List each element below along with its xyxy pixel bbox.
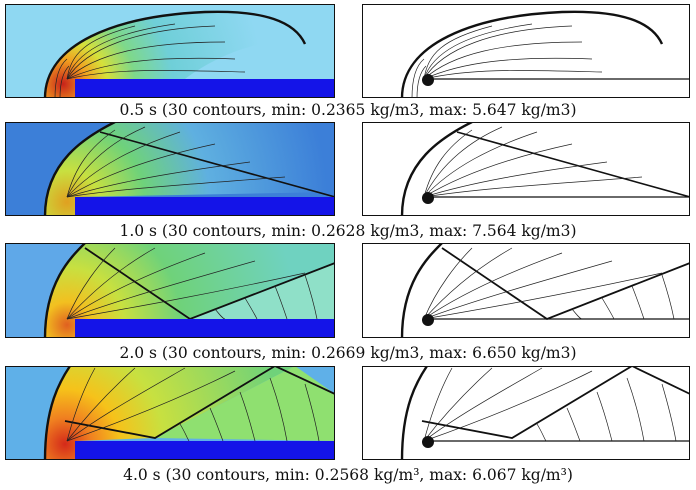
contour-plot-lines-t3 — [362, 366, 690, 460]
contour-plot-colored-t3 — [5, 366, 335, 460]
caption-t2: 2.0 s (30 contours, min: 0.2669 kg/m3, m… — [119, 344, 577, 362]
contour-plot-colored-t1 — [5, 122, 335, 216]
contour-plot-colored-t0 — [5, 4, 335, 98]
caption-t3: 4.0 s (30 contours, min: 0.2568 kg/m³, m… — [123, 466, 573, 484]
caption-t0: 0.5 s (30 contours, min: 0.2365 kg/m3, m… — [119, 101, 577, 119]
contour-plot-lines-t1 — [362, 122, 690, 216]
caption-t1: 1.0 s (30 contours, min: 0.2628 kg/m3, m… — [119, 222, 577, 240]
contour-plot-lines-t2 — [362, 243, 690, 338]
contour-plot-lines-t0 — [362, 4, 690, 98]
contour-plot-colored-t2 — [5, 243, 335, 338]
